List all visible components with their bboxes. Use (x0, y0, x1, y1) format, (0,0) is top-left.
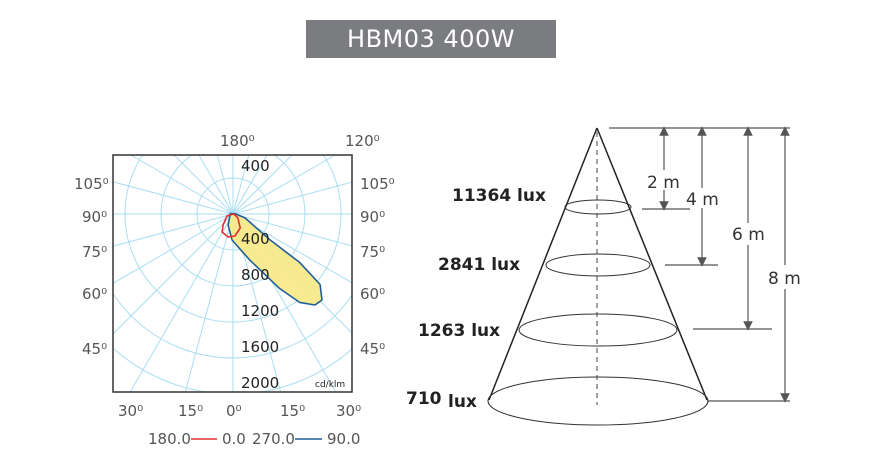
angle-label: 45⁰ (82, 340, 107, 358)
radial-tick: 2000 (241, 374, 279, 392)
legend-label: 180.0 (148, 430, 191, 448)
curve-0-180 (221, 213, 241, 238)
lux-label: 2841 lux (438, 255, 520, 275)
angle-label: 105⁰ (74, 175, 109, 193)
legend-label: 270.0 (252, 430, 295, 448)
radial-tick: 1200 (241, 302, 279, 320)
grid-spoke (173, 155, 234, 215)
angle-label: 180⁰ (220, 132, 255, 150)
polar-curves (221, 212, 323, 306)
height-label: 8 m (768, 269, 801, 289)
height-label: 6 m (732, 225, 765, 245)
product-title: HBM03 400W (306, 20, 556, 58)
grid-spoke (232, 155, 268, 215)
dimension-lines (609, 126, 790, 403)
angle-label: 75⁰ (360, 243, 385, 261)
angle-label: 60⁰ (82, 285, 107, 303)
angle-label: 0⁰ (226, 402, 242, 420)
cone-ring (487, 376, 709, 426)
angle-label: 15⁰ (280, 402, 305, 420)
grid-spoke (113, 213, 234, 247)
radial-tick: 1600 (241, 338, 279, 356)
grid-spoke (216, 155, 234, 215)
lux-label: 11364 lux (452, 186, 546, 206)
height-label: 2 m (647, 173, 680, 193)
lux-label: 710 (406, 389, 442, 409)
height-label: 4 m (686, 190, 719, 210)
lux-label: 1263 lux (418, 321, 500, 341)
grid-spoke (113, 213, 234, 284)
unit-label: cd/klm (315, 380, 345, 390)
grid-spoke (232, 181, 352, 215)
angle-label: 105⁰ (360, 175, 395, 193)
cone-edge-left (488, 127, 598, 401)
radial-tick: 400 (241, 230, 270, 248)
angle-label: 45⁰ (360, 340, 385, 358)
cone-edge-right (596, 127, 708, 401)
legend-label: 90.0 (327, 430, 360, 448)
grid-spoke (198, 155, 234, 215)
angle-label: 75⁰ (82, 243, 107, 261)
radial-tick: 400 (241, 157, 270, 175)
angle-label: 30⁰ (118, 402, 143, 420)
grid-spoke (130, 155, 234, 215)
curve-90-270 (227, 212, 323, 306)
grid-spoke (129, 213, 234, 392)
angle-label: 60⁰ (360, 285, 385, 303)
grid-spoke (232, 155, 336, 215)
grid-spoke (232, 213, 352, 247)
legend-label: 0.0 (222, 430, 246, 448)
cone-ring (518, 313, 678, 347)
grid-spoke (184, 213, 234, 392)
cone-ring (545, 253, 651, 277)
angle-label: 90⁰ (360, 208, 385, 226)
grid-spoke (232, 155, 293, 215)
angle-label: 15⁰ (178, 402, 203, 420)
lux-unit: lux (448, 392, 477, 412)
polar-chart: 400 400 800 1200 1600 2000 cd/klm 180⁰ 1… (74, 132, 395, 448)
grid-spoke (113, 213, 234, 335)
radial-tick: 800 (241, 266, 270, 284)
legend: 180.0 0.0 270.0 90.0 (148, 430, 360, 448)
cone-diagram: 11364 lux 2841 lux 1263 lux 710 lux 2 m … (406, 126, 808, 426)
angle-label: 30⁰ (336, 402, 361, 420)
grid-spoke (232, 155, 250, 215)
angle-label: 120⁰ (345, 132, 380, 150)
chart-frame (112, 154, 353, 393)
angle-label: 90⁰ (82, 208, 107, 226)
grid-spoke (113, 181, 234, 215)
cone-ring (564, 199, 632, 215)
